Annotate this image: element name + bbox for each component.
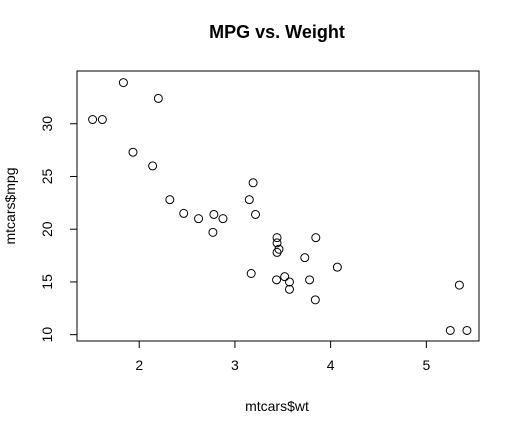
y-axis: 10 15 20 25 30 (39, 116, 77, 343)
data-point (284, 284, 294, 294)
y-tick-label: 15 (39, 274, 55, 290)
data-point (284, 277, 294, 287)
x-tick-label: 2 (135, 357, 143, 373)
data-point (179, 208, 189, 218)
data-point (218, 214, 228, 224)
data-point (246, 269, 256, 278)
data-point (208, 227, 218, 237)
y-tick-label: 25 (39, 168, 55, 184)
data-point (251, 209, 261, 219)
data-point (272, 238, 282, 248)
data-point (272, 247, 282, 257)
data-point (332, 262, 342, 272)
x-tick-label: 4 (327, 357, 335, 373)
data-point (310, 295, 320, 305)
y-tick-label: 30 (39, 116, 55, 132)
data-point (118, 78, 128, 88)
plot-frame (76, 70, 480, 342)
data-point (209, 209, 219, 219)
y-tick-label: 20 (39, 221, 55, 237)
data-point (462, 325, 472, 335)
y-axis-label: mtcars$mpg (2, 167, 18, 244)
data-point (148, 161, 158, 171)
y-tick-label: 10 (39, 327, 55, 343)
data-point (280, 272, 290, 282)
data-point (272, 233, 282, 243)
data-point (153, 93, 163, 103)
data-point (248, 178, 258, 188)
data-point (445, 325, 455, 335)
data-point (165, 195, 175, 205)
data-point (311, 233, 321, 243)
data-point (244, 195, 254, 205)
data-point (454, 280, 464, 290)
x-tick-label: 3 (231, 357, 239, 373)
chart-title: MPG vs. Weight (209, 22, 345, 42)
data-point (300, 253, 310, 263)
data-point (272, 275, 282, 285)
data-point (97, 115, 107, 125)
data-points (88, 78, 472, 335)
data-point (194, 214, 204, 224)
data-point (128, 147, 138, 157)
x-tick-label: 5 (422, 357, 430, 373)
data-point (88, 115, 98, 125)
data-point (305, 275, 315, 285)
x-axis: 2 3 4 5 (135, 341, 430, 373)
x-axis-label: mtcars$wt (245, 398, 309, 414)
